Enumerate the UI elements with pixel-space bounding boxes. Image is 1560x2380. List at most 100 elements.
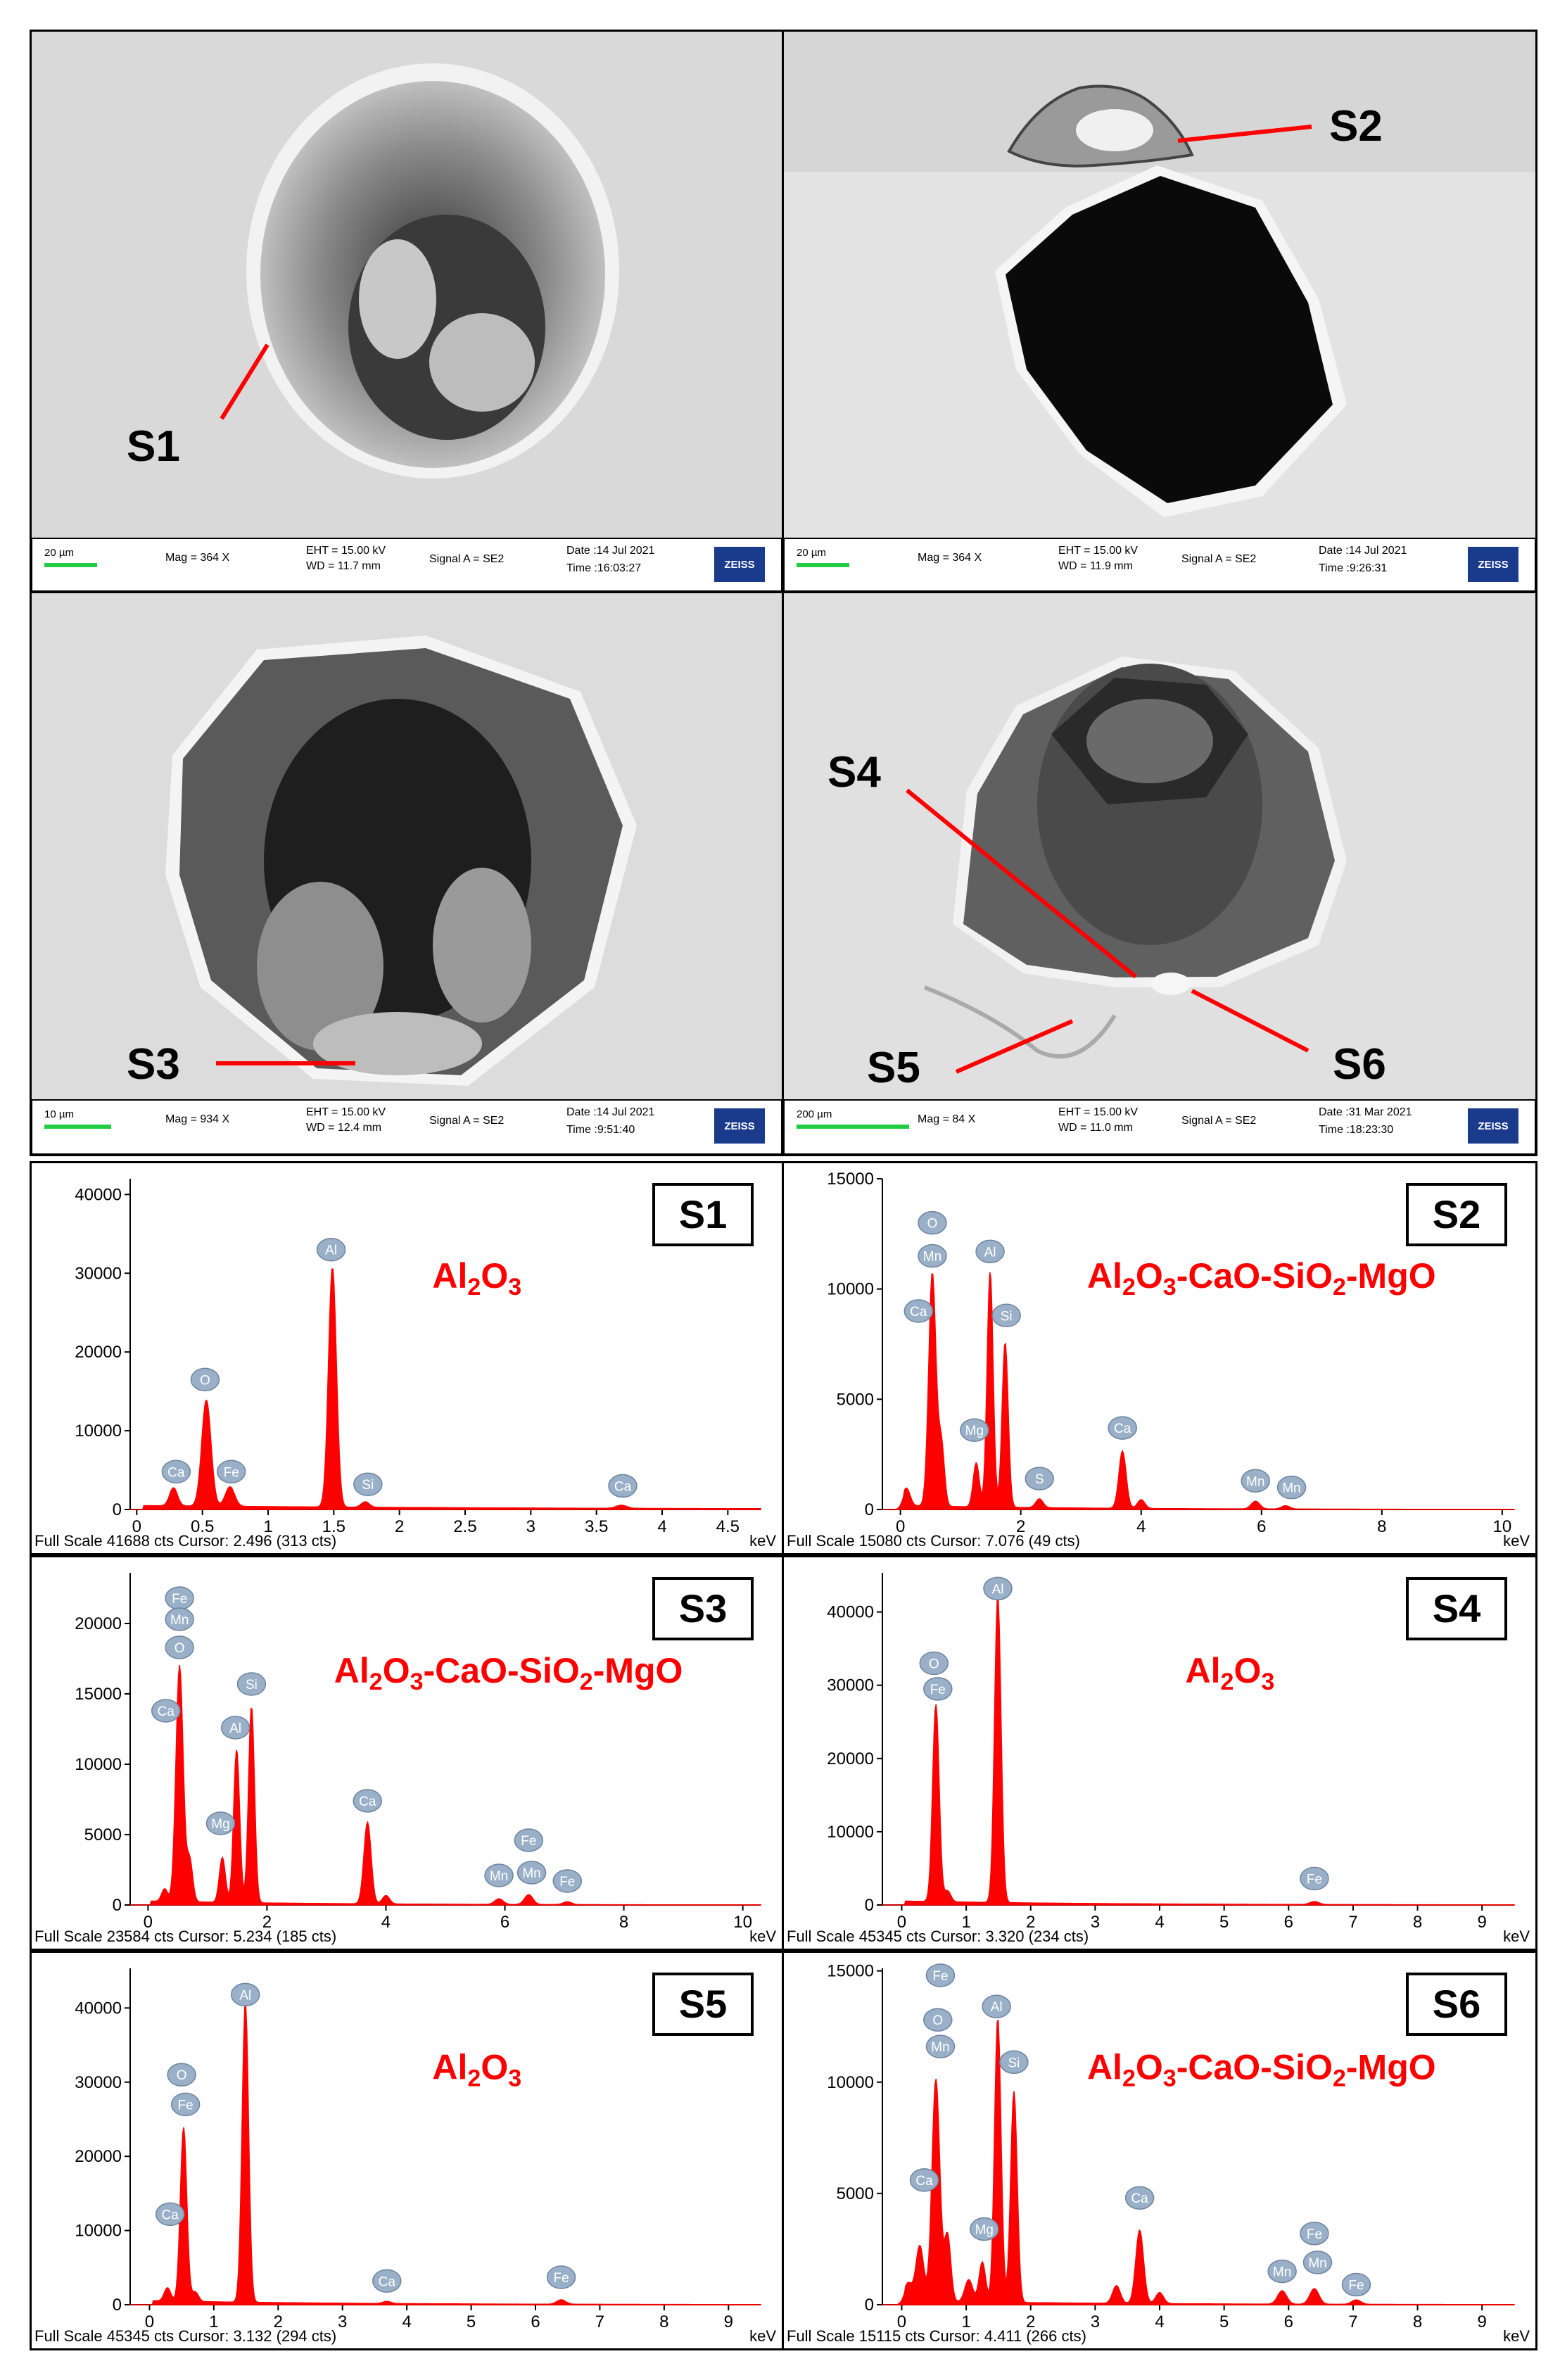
x-tick-label: 7: [1348, 1913, 1357, 1932]
element-tag-bubble: [316, 1237, 346, 1262]
eds-panel-s2: 0 5000 10000 15000 0 2 4 6 8 10 O Mn Ca Al Si Mg S Ca Mn Mn…: [782, 1161, 1537, 1555]
s3-label: S3: [127, 1040, 180, 1089]
sem-image-s2: S2 20 µm Mag = 364 X EHT = 15.00 kV WD =…: [784, 32, 1535, 591]
x-tick-label: 2: [274, 2312, 283, 2331]
wd-text: WD = 11.7 mm: [306, 560, 381, 572]
element-tag-text: Si: [246, 1678, 258, 1692]
zeiss-logo: [1468, 1108, 1518, 1144]
element-tag-fe: Fe: [1341, 2272, 1371, 2297]
eds-spectrum-s2: 0 5000 10000 15000 0 2 4 6 8 10 O Mn Ca Al Si Mg S Ca Mn Mn…: [787, 1170, 1530, 1550]
element-tag-o: O: [165, 1635, 194, 1659]
element-tag-text: S: [1035, 1472, 1044, 1487]
s6-pointer: [1191, 989, 1309, 1053]
element-tag-text: Mn: [931, 2040, 949, 2055]
element-tag-bubble: [353, 1789, 383, 1813]
x-tick-label: 0: [132, 1517, 141, 1536]
element-tag-bubble: [608, 1474, 638, 1498]
element-tag-text: Ca: [1114, 1422, 1131, 1436]
element-tag-bubble: [919, 1651, 949, 1676]
time-text: Time :9:51:40: [566, 1124, 635, 1136]
s1-pointer: [220, 343, 269, 420]
element-tag-text: Fe: [224, 1465, 239, 1480]
y-tick-label: 0: [865, 2296, 874, 2315]
x-tick-label: 4: [657, 1517, 666, 1536]
element-tag-text: Mn: [1282, 1481, 1300, 1496]
element-tag-bubble: [925, 2034, 956, 2058]
element-tag-bubble: [983, 1576, 1013, 1601]
element-tag-text: Fe: [1307, 2227, 1322, 2242]
x-tick-label: 6: [531, 2312, 540, 2331]
element-tag-ca: Ca: [1124, 2186, 1155, 2210]
scale-bar: [797, 563, 849, 567]
x-tick-label: 4: [402, 2312, 411, 2331]
y-tick-label: 20000: [75, 1614, 122, 1633]
x-tick-label: 5: [467, 2312, 476, 2331]
element-tag-bubble: [170, 2092, 201, 2117]
phase-label: Al2O3-CaO-SiO2-MgO: [334, 1651, 683, 1695]
x-tick-label: 0: [144, 1913, 153, 1932]
element-tag-text: Mg: [975, 2222, 994, 2237]
eht-text: EHT = 15.00 kV: [1058, 545, 1138, 557]
element-tag-bubble: [151, 1699, 181, 1723]
scale-bar: [797, 1125, 909, 1129]
footer-status: Full Scale 45345 cts Cursor: 3.320 (234 …: [787, 1928, 1089, 1945]
element-tag-bubble: [918, 1210, 947, 1235]
x-tick-label: 3: [1091, 2312, 1100, 2331]
y-tick-label: 5000: [84, 1825, 122, 1844]
element-tag-fe: Fe: [1300, 2222, 1329, 2246]
s5-label: S5: [867, 1044, 920, 1092]
x-tick-label: 4: [381, 1913, 391, 1932]
time-text: Time :18:23:30: [1319, 1124, 1393, 1136]
y-tick-label: 30000: [75, 2073, 122, 2092]
element-tag-al: Al: [983, 1576, 1013, 1601]
element-tag-text: O: [929, 1657, 939, 1672]
element-tag-text: Fe: [521, 1834, 536, 1849]
y-tick-label: 10000: [75, 1422, 122, 1441]
element-tag-text: Ca: [379, 2274, 396, 2289]
element-tag-mn: Mn: [1267, 2259, 1297, 2284]
element-tag-si: Si: [236, 1672, 267, 1696]
element-tag-text: Si: [1008, 2056, 1020, 2070]
eds-spectrum-s3: 0 5000 10000 15000 20000 0 2 4 6 8 10 Fe Mn O Ca Al Si Mg…: [34, 1573, 776, 1945]
y-tick-label: 30000: [75, 1264, 122, 1283]
s6-label: S6: [1333, 1040, 1386, 1089]
element-tag-text: Mg: [965, 1424, 984, 1438]
element-tag-text: Si: [362, 1478, 374, 1493]
element-tag-ca: Ca: [1108, 1416, 1137, 1440]
element-tag-text: Mn: [170, 1613, 189, 1628]
element-tag-fe: Fe: [925, 1963, 956, 1987]
element-tag-bubble: [909, 2168, 939, 2192]
scale-bar: [44, 1125, 111, 1129]
wd-text: WD = 12.4 mm: [306, 1122, 381, 1134]
x-tick-label: 10: [1493, 1517, 1512, 1536]
footer-status: Full Scale 45345 cts Cursor: 3.132 (294 …: [34, 2327, 336, 2345]
element-tag-text: Al: [992, 1582, 1004, 1597]
element-tag-text: O: [177, 2068, 187, 2083]
element-tag-al: Al: [230, 1982, 260, 2007]
sem-image-s4-s6: S4 S5 S6 200 µm Mag = 84 X EHT = 15.00 k…: [784, 593, 1535, 1154]
element-tag-bubble: [372, 2269, 402, 2293]
x-tick-label: 6: [1284, 2312, 1293, 2331]
element-tag-text: Al: [239, 1988, 251, 2003]
x-axis-label: keV: [749, 1532, 776, 1550]
element-tag-text: Fe: [553, 2271, 569, 2286]
zeiss-logo-text: ZEISS: [724, 1120, 754, 1132]
phase-label: Al2O3: [1186, 1651, 1275, 1695]
element-tag-bubble: [1302, 2251, 1333, 2274]
x-tick-label: 7: [1348, 2312, 1357, 2331]
x-tick-label: 8: [619, 1913, 628, 1932]
x-tick-label: 4.5: [716, 1517, 740, 1536]
x-tick-label: 0: [897, 1913, 906, 1932]
x-tick-label: 3: [338, 2312, 347, 2331]
x-tick-label: 2: [395, 1517, 404, 1536]
element-tag-bubble: [1300, 1866, 1329, 1891]
sample-label: S2: [1433, 1192, 1481, 1236]
element-tag-bubble: [514, 1828, 544, 1852]
x-axis-label: keV: [749, 2327, 776, 2345]
x-tick-label: 6: [500, 1913, 509, 1932]
y-tick-label: 40000: [827, 1603, 874, 1622]
element-tag-mn: Mn: [516, 1861, 547, 1885]
element-tag-text: Fe: [559, 1875, 575, 1890]
time-text: Time :9:26:31: [1319, 562, 1387, 574]
x-tick-label: 4: [1136, 1517, 1146, 1536]
